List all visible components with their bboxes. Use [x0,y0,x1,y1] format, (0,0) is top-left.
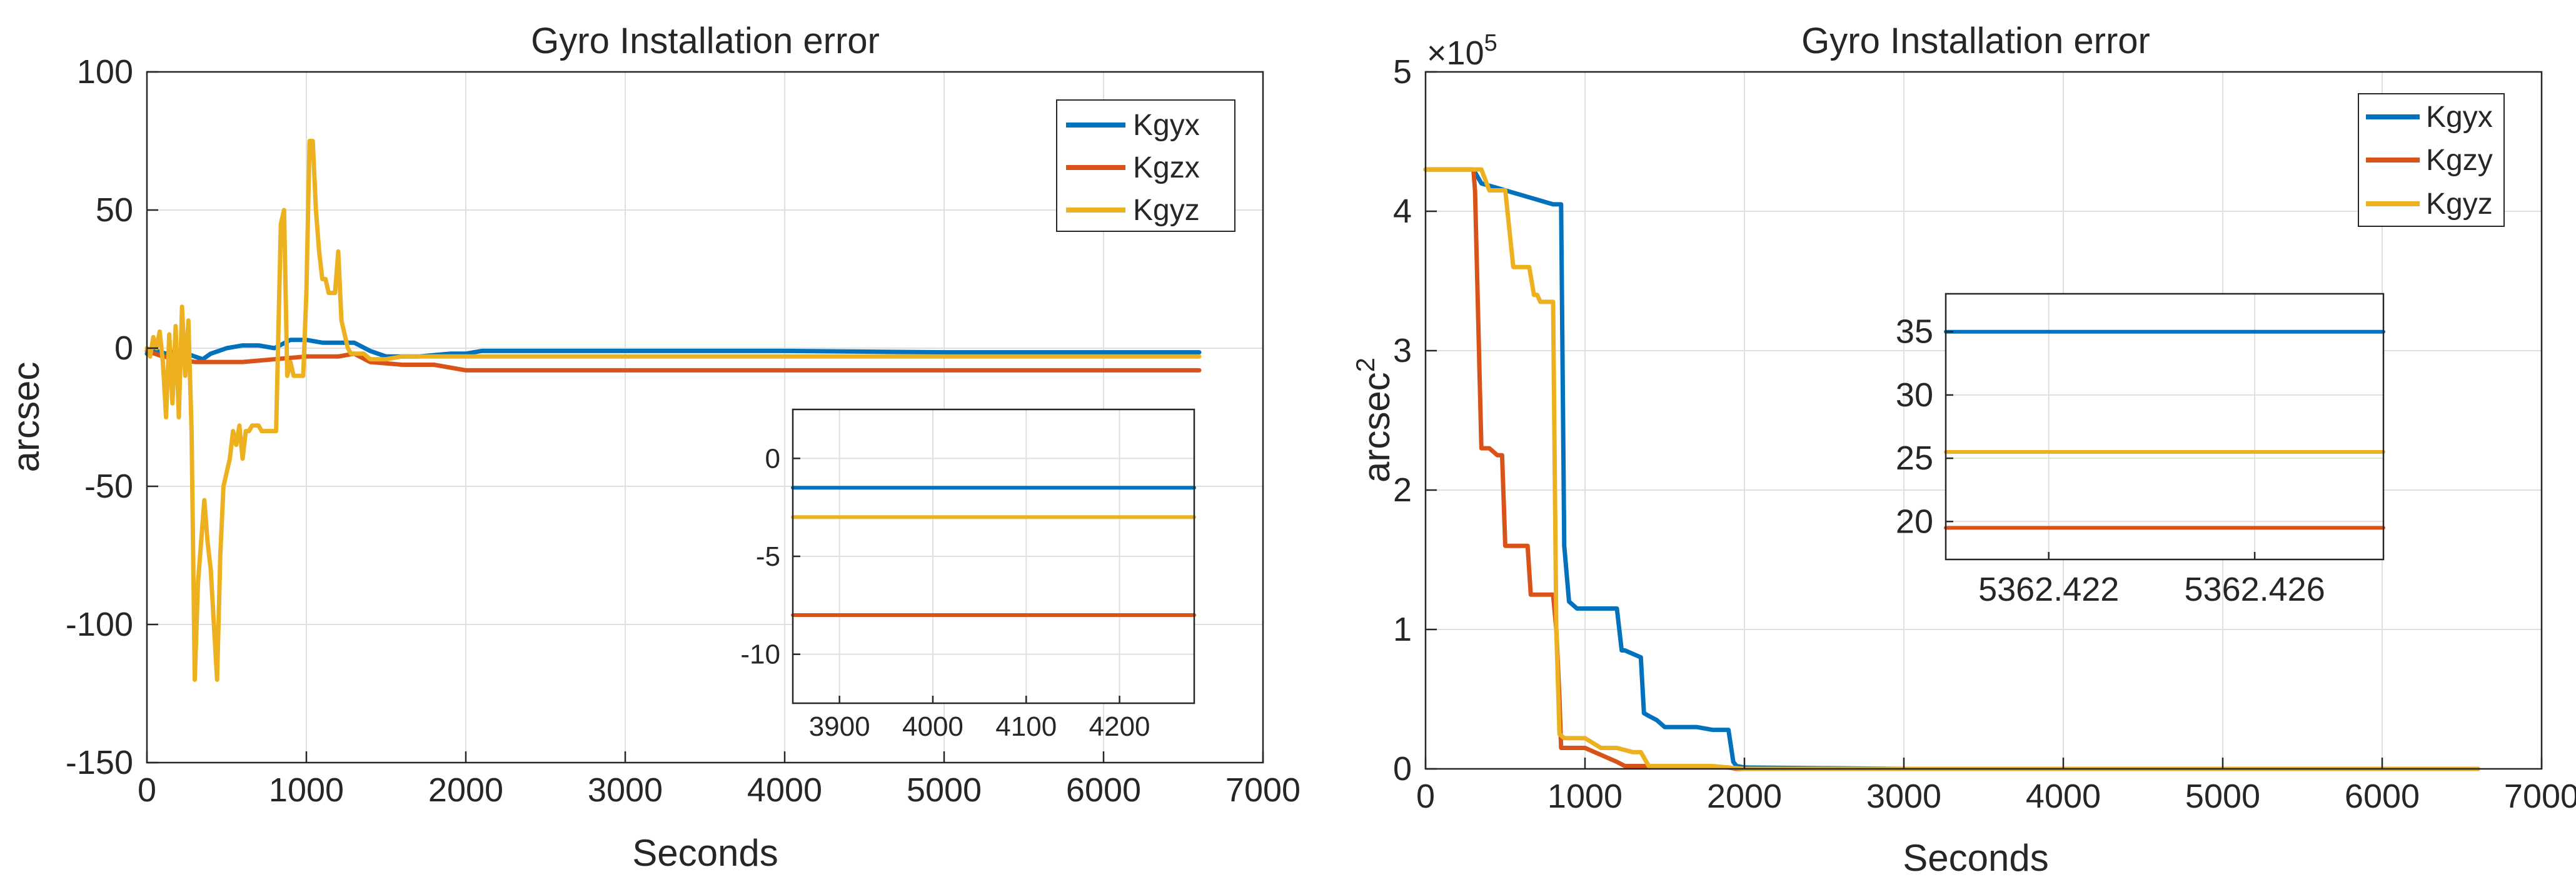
left-inset-ticks: 3900 4000 4100 4200 0 -5 -10 [740,443,1150,742]
right-inset-y-tick-label: 25 [1896,439,1933,477]
right-inset-y-tick-label: 30 [1896,376,1933,414]
right-y-tick-label: 2 [1393,471,1412,509]
right-inset: 5362.422 5362.426 20 25 30 35 [1896,293,2385,608]
right-series-kgyx [1423,167,2480,771]
left-y-axis-label: arcsec [5,362,47,473]
right-legend: Kgyx Kgzy Kgyz [2358,93,2505,227]
right-exponent-base: ×10 [1427,34,1484,72]
left-x-axis-label: Seconds [632,832,778,874]
right-y-axis-label: arcsec2 [1351,358,1397,483]
right-y-axis-label-base: arcsec [1356,372,1397,483]
left-y-tick-label: 0 [114,329,133,367]
right-y-tick-label: 1 [1393,611,1412,648]
left-axis-ticks: 0 1000 2000 3000 4000 5000 6000 7000-150-100-50… [66,53,1301,809]
right-inset-background [1946,294,2383,559]
right-x-tick-label: 2000 [1707,778,1782,815]
right-series-kgyz [1423,167,2480,771]
left-x-tick-label: 2000 [428,771,503,809]
left-x-tick-label: 1000 [269,771,344,809]
right-legend-label-0: Kgyx [2426,101,2493,134]
left-x-tick-label: 0 [138,771,156,809]
left-series-kgyz [144,139,1202,682]
right-axis-ticks: 0 1000 2000 3000 4000 5000 6000 7000 0 1 2 3 4 5 [1393,53,2576,815]
left-inset-y-tick-label: 0 [765,443,780,474]
left-y-tick-label: -150 [66,744,133,781]
right-plot-frame [1424,71,2543,770]
right-chart: Gyro Installation error 0 1000 2000 3000 400… [1351,21,2576,879]
right-x-tick-label: 0 [1416,778,1435,815]
left-inset-gridlines [793,409,1194,703]
left-legend-label-0: Kgyx [1133,109,1200,142]
left-inset-x-tick-label: 3900 [809,711,870,742]
left-chart-title: Gyro Installation error [531,21,880,61]
left-legend-label-2: Kgyz [1133,194,1200,227]
right-inset-y-tick-label: 35 [1896,313,1933,351]
right-inset-ticks: 5362.422 5362.426 20 25 30 35 [1896,313,2325,608]
right-y-tick-label: 0 [1393,750,1412,788]
left-x-tick-label: 3000 [588,771,663,809]
left-inset-series-lines [791,486,1196,617]
left-y-tick-label: -50 [84,468,133,505]
right-chart-title: Gyro Installation error [1801,21,2150,61]
right-y-tick-label: 3 [1393,332,1412,369]
right-x-tick-label: 4000 [2026,778,2101,815]
right-series-lines [1423,167,2480,771]
left-x-tick-label: 5000 [907,771,982,809]
right-inset-x-tick-label: 5362.426 [2185,571,2325,608]
left-legend: Kgyx Kgzx Kgyz [1056,99,1235,232]
left-x-tick-label: 4000 [747,771,822,809]
left-y-tick-label: 100 [77,53,133,91]
right-y-tick-label: 4 [1393,193,1412,230]
right-y-exponent: ×105 [1427,30,1497,72]
right-x-tick-label: 5000 [2185,778,2260,815]
right-x-tick-label: 3000 [1866,778,1941,815]
right-legend-label-2: Kgyz [2426,188,2493,221]
right-x-tick-label: 1000 [1547,778,1623,815]
left-legend-label-1: Kgzx [1133,151,1200,184]
left-inset-x-tick-label: 4200 [1089,711,1150,742]
left-x-tick-label: 6000 [1066,771,1141,809]
left-series-kgzx [144,348,1202,373]
right-inset-y-tick-label: 20 [1896,503,1933,540]
right-x-tick-label: 7000 [2504,778,2576,815]
left-series-lines [144,139,1202,682]
left-plot-frame [146,71,1264,764]
right-y-axis-label-power: 2 [1351,358,1380,372]
right-x-tick-label: 6000 [2345,778,2420,815]
right-x-axis-label: Seconds [1903,837,2049,879]
right-inset-series-lines [1944,329,2385,530]
right-inset-x-tick-label: 5362.422 [1978,571,2119,608]
left-x-tick-label: 7000 [1225,771,1301,809]
left-inset-y-tick-label: -10 [740,639,780,670]
left-inset: 3900 4000 4100 4200 0 -5 -10 [740,408,1196,742]
left-y-tick-label: 50 [96,191,133,229]
right-legend-label-1: Kgzy [2426,144,2493,177]
left-inset-x-tick-label: 4000 [902,711,963,742]
right-series-kgzy [1423,167,2480,771]
right-inset-frame [1945,293,2385,561]
left-chart: Gyro Installation error 0 1000 2000 3000 400… [5,21,1301,874]
right-y-tick-label: 5 [1393,53,1412,91]
left-y-tick-label: -100 [66,606,133,643]
left-inset-y-tick-label: -5 [756,541,780,572]
right-exponent-power: 5 [1484,30,1497,56]
left-inset-x-tick-label: 4100 [995,711,1057,742]
